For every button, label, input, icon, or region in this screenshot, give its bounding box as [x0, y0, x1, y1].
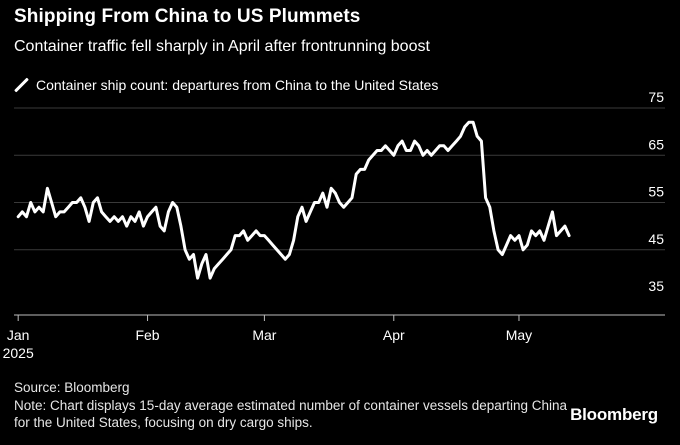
y-tick-label: 45: [648, 231, 664, 247]
series-layer: [16, 120, 571, 280]
y-tick-label: 55: [648, 184, 664, 200]
y-tick-label: 75: [648, 89, 664, 105]
axis-layer: 35 45 55 65 75 Jan 2025 Feb Mar Apr May: [3, 89, 665, 361]
line-chart: 35 45 55 65 75 Jan 2025 Feb Mar Apr May: [3, 89, 665, 361]
footnote: Note: Chart displays 15-day average esti…: [14, 398, 568, 430]
x-tick-label: Mar: [252, 327, 276, 343]
x-tick-label: May: [506, 327, 532, 343]
legend-label: Container ship count: departures from Ch…: [36, 77, 439, 93]
source-note: Source: Bloomberg: [14, 380, 130, 395]
chart-title: Shipping From China to US Plummets: [14, 6, 361, 27]
y-tick-label: 35: [648, 278, 664, 294]
x-tick-sublabel: 2025: [3, 345, 34, 361]
chart-subtitle: Container traffic fell sharply in April …: [14, 38, 430, 55]
x-tick-label: Jan: [7, 327, 30, 343]
x-tick-label: Apr: [383, 327, 405, 343]
series-line: [16, 120, 571, 280]
bloomberg-logo: Bloomberg: [570, 405, 658, 424]
y-tick-label: 65: [648, 136, 664, 152]
x-tick-label: Feb: [135, 327, 159, 343]
chart-legend: Container ship count: departures from Ch…: [14, 77, 438, 93]
